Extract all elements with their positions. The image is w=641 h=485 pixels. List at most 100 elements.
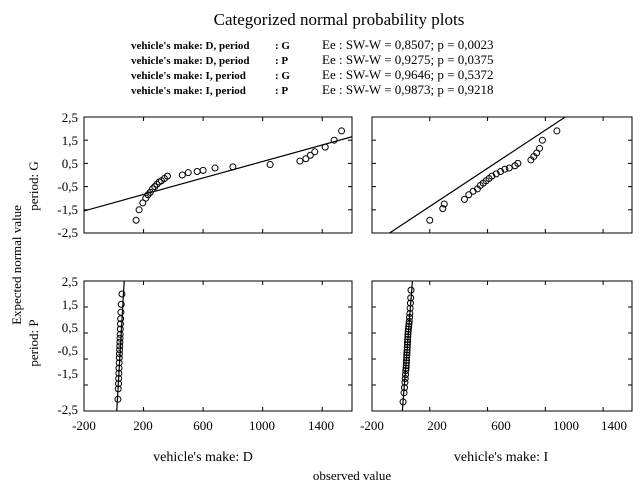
x-axis-label: observed value (313, 468, 392, 483)
data-point (148, 185, 156, 193)
panel-frame (83, 280, 353, 412)
data-point (306, 151, 314, 159)
y-tick-label: 0,5 (62, 156, 78, 171)
y-tick-label: 1,5 (62, 297, 78, 312)
y-tick-label: -1,5 (57, 202, 78, 217)
y-tick-label: 2,5 (62, 110, 78, 125)
data-point (117, 308, 125, 316)
data-point (146, 188, 154, 196)
legend-sep-text: : P (275, 55, 288, 67)
data-point (403, 351, 411, 359)
data-point (553, 127, 561, 135)
data-point (401, 375, 409, 382)
data-point (115, 369, 123, 377)
y-row-label-p: period: P (26, 319, 41, 366)
data-point (116, 342, 124, 350)
x-tick-label: 1400 (601, 418, 627, 433)
data-point (114, 385, 122, 393)
data-point (151, 183, 159, 191)
data-point (116, 325, 124, 333)
data-point (116, 338, 124, 346)
legend: vehicle's make: D, period : G Ee : SW-W … (131, 37, 494, 97)
panel-d-period-p (83, 280, 353, 412)
data-point (406, 304, 414, 312)
legend-entry: vehicle's make: I, period : G Ee : SW-W … (131, 67, 494, 82)
data-point (403, 341, 411, 349)
y-ticks-row-p: 2,5 1,5 0,5 -0,5 -1,5 -2,5 (57, 274, 78, 417)
y-ticks-row-g: 2,5 1,5 0,5 -0,5 -1,5 -2,5 (57, 110, 78, 240)
x-tick-label: -200 (72, 418, 96, 433)
legend-stat-text: Ee : SW-W = 0,9873; p = 0,9218 (322, 82, 494, 97)
data-point (405, 317, 413, 325)
y-axis-main-label: Expected normal value (9, 205, 24, 325)
legend-left-text: vehicle's make: D, period (131, 55, 250, 67)
y-tick-label: 2,5 (62, 274, 78, 289)
x-tick-label: 600 (491, 418, 511, 433)
chart-title: Categorized normal probability plots (214, 10, 465, 29)
data-point (266, 161, 274, 169)
x-tick-label: 1400 (308, 418, 334, 433)
panel-i-period-g (371, 116, 633, 234)
data-point (153, 180, 161, 188)
x-tick-label: 600 (193, 418, 213, 433)
y-tick-label: -2,5 (57, 225, 78, 240)
data-point (401, 378, 409, 386)
data-point (407, 294, 415, 302)
data-point (302, 155, 310, 163)
data-point (501, 165, 509, 173)
legend-stat-text: Ee : SW-W = 0,8507; p = 0,0023 (322, 37, 494, 52)
data-point (116, 334, 124, 342)
data-point (460, 195, 468, 203)
data-point (116, 320, 124, 328)
data-point (403, 349, 411, 356)
data-point (399, 398, 407, 406)
data-point (117, 315, 125, 323)
y-row-label-g: period: G (26, 161, 41, 210)
data-point (402, 362, 410, 369)
legend-stat-text: Ee : SW-W = 0,9275; p = 0,0375 (322, 52, 494, 67)
data-point (406, 310, 414, 317)
data-point (163, 172, 171, 180)
data-point (404, 338, 412, 346)
legend-left-text: vehicle's make: I, period (131, 85, 246, 97)
legend-sep-text: : G (275, 70, 290, 82)
legend-left-text: vehicle's make: I, period (131, 70, 246, 82)
data-point (406, 313, 414, 321)
y-tick-label: -0,5 (57, 179, 78, 194)
panel-frame (371, 280, 633, 412)
reference-line (388, 117, 567, 233)
data-point (115, 364, 123, 372)
data-point (142, 194, 150, 202)
data-point (403, 356, 411, 364)
x-tick-label: 1000 (249, 418, 275, 433)
x-ticks-col-d: -200 200 600 1000 1400 (72, 418, 334, 433)
data-point (403, 354, 411, 362)
data-point (118, 290, 126, 298)
panel-frame (83, 116, 353, 234)
data-point (135, 206, 143, 214)
data-point (401, 384, 408, 392)
data-point (338, 127, 346, 135)
data-point (514, 159, 522, 167)
data-point (178, 171, 186, 179)
legend-entry: vehicle's make: D, period : P Ee : SW-W … (131, 52, 494, 67)
legend-entry: vehicle's make: I, period : P Ee : SW-W … (131, 82, 494, 97)
data-point (144, 191, 152, 199)
x-tick-label: 200 (133, 418, 153, 433)
data-point (405, 320, 413, 328)
legend-left-text: vehicle's make: D, period (131, 40, 250, 52)
data-point (439, 205, 447, 213)
panel-d-period-g (83, 116, 353, 234)
panel-frame (371, 116, 633, 234)
data-point (321, 143, 329, 151)
data-point (229, 163, 237, 171)
data-point (426, 216, 434, 224)
legend-sep-text: : G (275, 40, 290, 52)
data-point (115, 354, 123, 362)
data-point (465, 191, 473, 199)
data-point (193, 168, 201, 176)
data-point (116, 346, 124, 354)
x-tick-label: 1000 (553, 418, 579, 433)
data-point (440, 200, 448, 208)
